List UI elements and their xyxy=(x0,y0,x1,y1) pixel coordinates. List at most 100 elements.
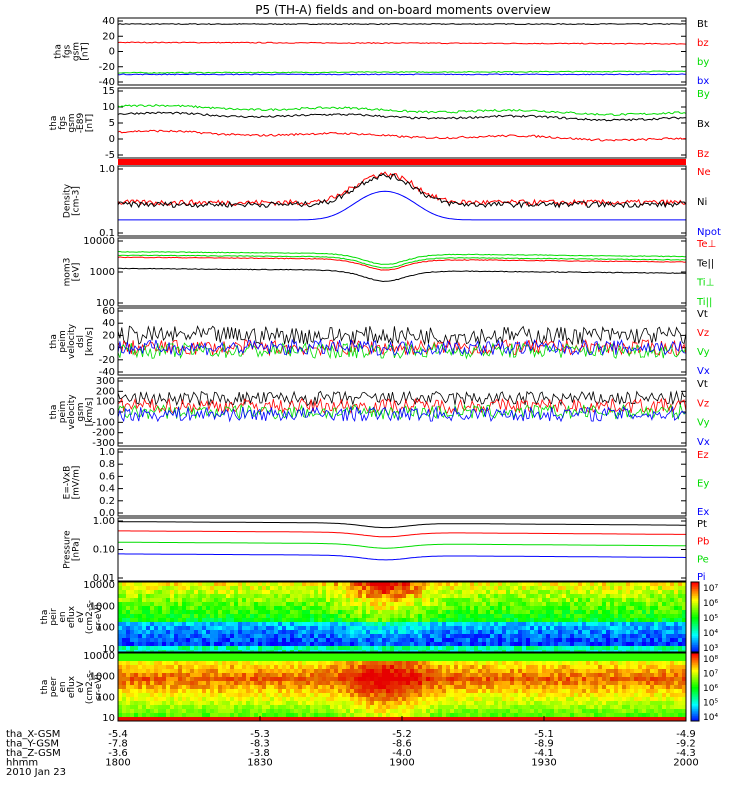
spectrogram-cell xyxy=(526,594,530,598)
spectrogram-cell xyxy=(366,602,370,606)
spectrogram-cell xyxy=(326,594,330,598)
spectrogram-cell xyxy=(466,677,470,681)
spectrogram-cell xyxy=(222,602,226,606)
spectrogram-cell xyxy=(522,661,526,665)
spectrogram-cell xyxy=(362,657,366,661)
spectrogram-cell xyxy=(526,661,530,665)
spectrogram-cell xyxy=(138,634,142,638)
spectrogram-cell xyxy=(582,673,586,677)
spectrogram-cell xyxy=(198,642,202,646)
spectrogram-cell xyxy=(182,598,186,602)
spectrogram-cell xyxy=(610,590,614,594)
spectrogram-cell xyxy=(626,614,630,618)
spectrogram-cell xyxy=(470,630,474,634)
spectrogram-cell xyxy=(390,642,394,646)
spectrogram-cell xyxy=(362,689,366,693)
spectrogram-cell xyxy=(458,586,462,590)
spectrogram-cell xyxy=(194,586,198,590)
spectrogram-cell xyxy=(434,697,438,701)
spectrogram-cell xyxy=(378,705,382,709)
spectrogram-cell xyxy=(170,614,174,618)
spectrogram-cell xyxy=(466,693,470,697)
spectrogram-cell xyxy=(402,626,406,630)
spectrogram-cell xyxy=(370,673,374,677)
spectrogram-cell xyxy=(614,642,618,646)
spectrogram-cell xyxy=(318,701,322,705)
spectrogram-cell xyxy=(270,590,274,594)
spectrogram-cell xyxy=(182,677,186,681)
spectrogram-cell xyxy=(270,634,274,638)
spectrogram-cell xyxy=(262,665,266,669)
spectrogram-cell xyxy=(390,634,394,638)
spectrogram-cell xyxy=(138,693,142,697)
spectrogram-cell xyxy=(642,610,646,614)
spectrogram-cell xyxy=(222,610,226,614)
spectrogram-cell xyxy=(126,689,130,693)
spectrogram-cell xyxy=(570,673,574,677)
spectrogram-cell xyxy=(458,689,462,693)
spectrogram-cell xyxy=(566,689,570,693)
spectrogram-cell xyxy=(230,717,234,721)
spectrogram-cell xyxy=(222,713,226,717)
spectrogram-cell xyxy=(638,626,642,630)
spectrogram-cell xyxy=(598,657,602,661)
spectrogram-cell xyxy=(662,594,666,598)
spectrogram-cell xyxy=(454,638,458,642)
spectrogram-cell xyxy=(430,626,434,630)
spectrogram-cell xyxy=(538,594,542,598)
spectrogram-cell xyxy=(594,586,598,590)
spectrogram-cell xyxy=(558,705,562,709)
ytick-label: -5 xyxy=(105,150,115,161)
spectrogram-cell xyxy=(610,713,614,717)
spectrogram-cell xyxy=(198,590,202,594)
spectrogram-cell xyxy=(174,709,178,713)
spectrogram-cell xyxy=(414,626,418,630)
spectrogram-cell xyxy=(654,582,658,586)
spectrogram-cell xyxy=(414,665,418,669)
spectrogram-cell xyxy=(366,681,370,685)
spectrogram-cell xyxy=(250,653,254,657)
spectrogram-cell xyxy=(246,713,250,717)
spectrogram-cell xyxy=(678,646,682,650)
spectrogram-cell xyxy=(434,598,438,602)
ylabel-line: (cm2-s- xyxy=(85,670,95,704)
spectrogram-cell xyxy=(546,594,550,598)
spectrogram-cell xyxy=(162,626,166,630)
spectrogram-cell xyxy=(230,594,234,598)
spectrogram-cell xyxy=(286,626,290,630)
spectrogram-cell xyxy=(398,602,402,606)
spectrogram-cell xyxy=(230,626,234,630)
spectrogram-cell xyxy=(486,717,490,721)
spectrogram-cell xyxy=(378,697,382,701)
colorbar-segment xyxy=(691,587,699,590)
spectrogram-cell xyxy=(370,693,374,697)
spectrogram-cell xyxy=(430,705,434,709)
spectrogram-cell xyxy=(454,630,458,634)
spectrogram-cell xyxy=(130,610,134,614)
spectrogram-cell xyxy=(578,697,582,701)
spectrogram-cell xyxy=(426,657,430,661)
spectrogram-cell xyxy=(494,606,498,610)
spectrogram-cell xyxy=(538,598,542,602)
legend-Ey: Ey xyxy=(697,479,709,490)
series-line-Te|| xyxy=(118,267,686,283)
spectrogram-cell xyxy=(230,693,234,697)
spectrogram-cell xyxy=(482,697,486,701)
spectrogram-cell xyxy=(326,618,330,622)
spectrogram-cell xyxy=(474,610,478,614)
spectrogram-cell xyxy=(246,610,250,614)
spectrogram-cell xyxy=(150,630,154,634)
spectrogram-cell xyxy=(330,642,334,646)
spectrogram-cell xyxy=(326,677,330,681)
spectrogram-cell xyxy=(314,646,318,650)
spectrogram-cell xyxy=(290,610,294,614)
spectrogram-cell xyxy=(398,638,402,642)
spectrogram-cell xyxy=(414,705,418,709)
spectrogram-cell xyxy=(334,669,338,673)
spectrogram-cell xyxy=(338,626,342,630)
spectrogram-cell xyxy=(182,693,186,697)
spectrogram-cell xyxy=(130,642,134,646)
spectrogram-cell xyxy=(582,618,586,622)
spectrogram-cell xyxy=(166,657,170,661)
spectrogram-cell xyxy=(206,582,210,586)
